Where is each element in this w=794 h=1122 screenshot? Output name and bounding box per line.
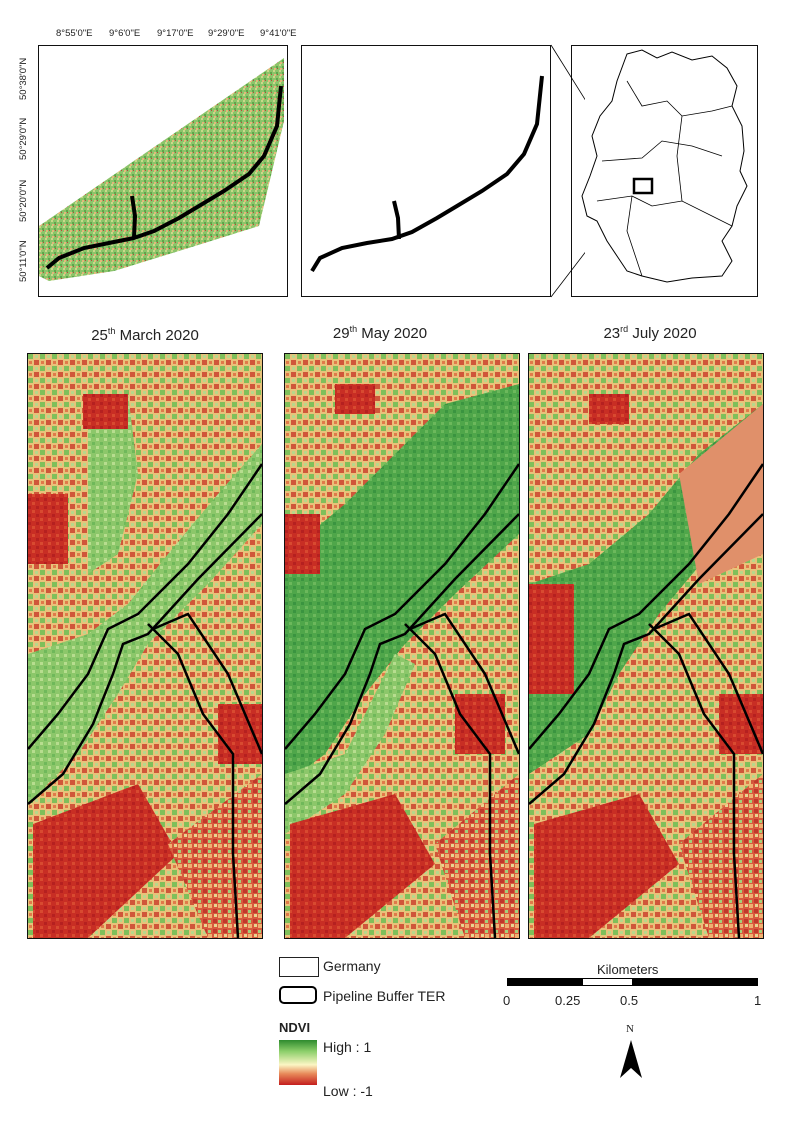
lon-tick-2: 9°6'0"E — [109, 28, 141, 39]
panel-title-march: 25th March 2020 — [91, 326, 199, 344]
north-label: N — [626, 1023, 634, 1035]
scale-tick-1: 1 — [754, 993, 762, 1008]
germany-svg — [581, 49, 748, 283]
panel-title-may: 29th May 2020 — [332, 324, 428, 342]
overview-ndvi-svg — [39, 58, 284, 281]
ndvi-low-label: Low : -1 — [323, 1083, 373, 1099]
buffer-line — [28, 463, 262, 750]
lat-tick-4: 50°11'0"N — [18, 240, 29, 282]
scale-tick-025: 0.25 — [555, 993, 581, 1008]
north-arrow-icon — [620, 1040, 642, 1078]
legend-germany-swatch — [279, 957, 319, 977]
ndvi-high-label: High : 1 — [323, 1039, 372, 1055]
overview-ndvi-map — [38, 45, 288, 297]
ndvi-legend-title: NDVI — [279, 1020, 311, 1035]
germany-locator-map — [571, 45, 758, 297]
lon-tick-1: 8°55'0"E — [56, 28, 93, 39]
ndvi-strip — [39, 58, 284, 281]
pipeline-branch — [392, 200, 401, 240]
scalebar-title: Kilometers — [597, 962, 659, 977]
pipeline-line — [310, 75, 544, 273]
buffer-line — [152, 612, 262, 755]
lat-tick-1: 50°38'0"N — [18, 57, 29, 100]
scale-tick-0: 0 — [503, 993, 511, 1008]
pipeline-overview — [45, 85, 283, 270]
pipeline-svg — [310, 75, 544, 273]
overview-pipeline-map — [301, 45, 551, 297]
lon-tick-5: 9°41'0"E — [260, 28, 297, 39]
legend-pipeline-label: Pipeline Buffer TER — [323, 988, 446, 1004]
lat-tick-3: 50°20'0"N — [18, 179, 29, 222]
connector-lines — [550, 44, 585, 298]
pipeline-branch-overview — [130, 195, 138, 239]
ndvi-map-march — [28, 354, 262, 938]
ndvi-map-may — [285, 354, 519, 938]
buffer-line — [147, 623, 240, 938]
panel-title-july: 23rd July 2020 — [603, 324, 697, 342]
lat-tick-2: 50°29'0"N — [18, 117, 29, 160]
scale-tick-05: 0.5 — [620, 993, 639, 1008]
ndvi-color-ramp — [279, 1040, 317, 1085]
ndvi-panel-march — [27, 353, 263, 939]
legend-pipeline-swatch — [279, 986, 317, 1004]
scalebar — [507, 978, 758, 986]
buffer-line — [28, 513, 262, 805]
ndvi-panel-july — [528, 353, 764, 939]
lon-tick-4: 9°29'0"E — [208, 28, 245, 39]
ndvi-map-july — [529, 354, 763, 938]
study-area-box — [632, 177, 654, 195]
lon-tick-3: 9°17'0"E — [157, 28, 194, 39]
legend-germany-label: Germany — [323, 958, 381, 974]
ndvi-panel-may — [284, 353, 520, 939]
germany-outline — [581, 49, 748, 283]
